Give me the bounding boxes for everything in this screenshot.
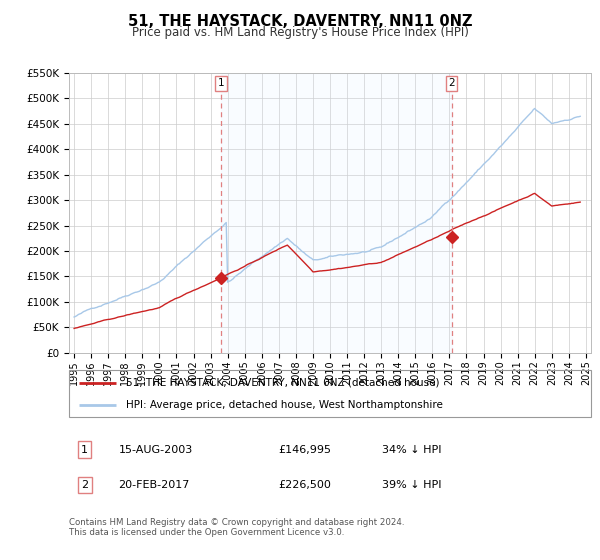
Text: 51, THE HAYSTACK, DAVENTRY, NN11 0NZ (detached house): 51, THE HAYSTACK, DAVENTRY, NN11 0NZ (de… [127, 378, 440, 388]
Text: 15-AUG-2003: 15-AUG-2003 [119, 445, 193, 455]
Text: Price paid vs. HM Land Registry's House Price Index (HPI): Price paid vs. HM Land Registry's House … [131, 26, 469, 39]
Bar [221, 73, 452, 353]
Text: 1: 1 [81, 445, 88, 455]
Text: £146,995: £146,995 [278, 445, 331, 455]
Text: 39% ↓ HPI: 39% ↓ HPI [382, 480, 442, 490]
Text: 51, THE HAYSTACK, DAVENTRY, NN11 0NZ: 51, THE HAYSTACK, DAVENTRY, NN11 0NZ [128, 14, 472, 29]
Text: 20-FEB-2017: 20-FEB-2017 [119, 480, 190, 490]
Text: 2: 2 [448, 78, 455, 88]
Text: 34% ↓ HPI: 34% ↓ HPI [382, 445, 442, 455]
Text: 1: 1 [218, 78, 224, 88]
Text: Contains HM Land Registry data © Crown copyright and database right 2024.
This d: Contains HM Land Registry data © Crown c… [69, 518, 404, 538]
Text: 2: 2 [81, 480, 88, 490]
Text: HPI: Average price, detached house, West Northamptonshire: HPI: Average price, detached house, West… [127, 400, 443, 410]
Text: £226,500: £226,500 [278, 480, 331, 490]
